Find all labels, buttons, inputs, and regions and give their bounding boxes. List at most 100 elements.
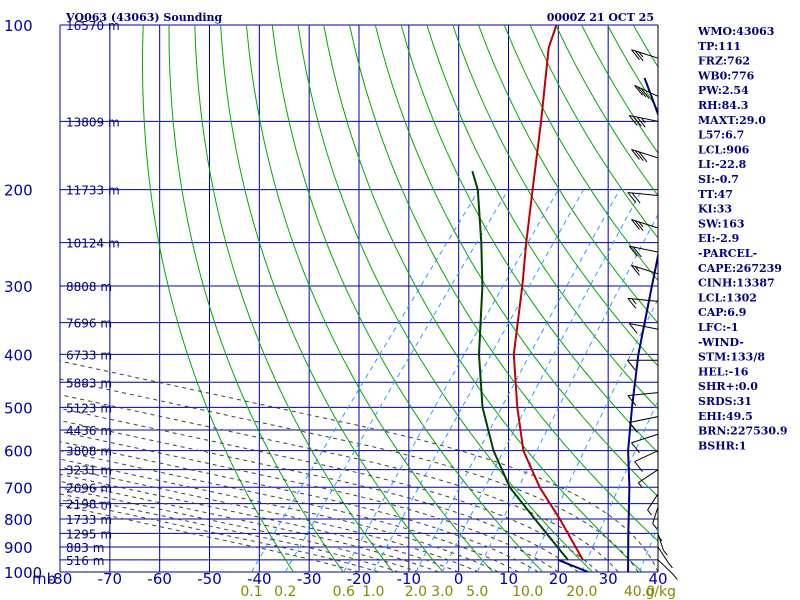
wind-barb-half-flag	[672, 574, 678, 580]
wind-barb	[627, 192, 659, 204]
height-label: 13809 m	[66, 115, 120, 129]
height-label: 4436 m	[66, 424, 112, 438]
dry-adiabat	[141, 25, 294, 572]
pressure-tick-label: 700	[4, 479, 33, 497]
index-entry: SRDS:31	[698, 395, 752, 408]
mixing-ratio-line	[527, 298, 658, 572]
wind-barb	[631, 218, 659, 231]
moist-adiabat	[60, 493, 400, 572]
series-surface-segment	[557, 558, 589, 572]
moist-adiabat	[60, 480, 439, 572]
moist-adiabat	[60, 466, 479, 572]
index-entry: -WIND-	[698, 336, 744, 349]
wind-barb-flag	[634, 461, 643, 472]
height-label: 11733 m	[66, 184, 120, 198]
dry-adiabat	[503, 25, 658, 282]
height-label: 883 m	[66, 541, 104, 555]
wind-barb-half-flag	[652, 523, 658, 529]
wind-barb	[631, 148, 659, 163]
mixing-ratio-line	[415, 189, 621, 572]
pressure-tick-label: 100	[4, 17, 33, 35]
moist-adiabat	[60, 441, 539, 572]
index-entry: HEL:-16	[698, 365, 749, 378]
wind-barb-half-flag	[638, 221, 644, 228]
pressure-tick-label: 300	[4, 278, 33, 296]
dry-adiabat	[762, 25, 800, 572]
wind-barb	[627, 297, 659, 309]
dry-adiabat	[349, 25, 658, 542]
moist-adiabat	[60, 420, 579, 572]
wind-barb-flag	[627, 192, 637, 203]
mixing-ratio-label: 2.0	[405, 584, 427, 600]
mixing-ratio-label: 20.0	[566, 584, 597, 600]
wind-barb	[631, 49, 659, 62]
wind-barb-half-flag	[637, 482, 643, 488]
wind-barb-staff	[627, 192, 659, 197]
height-label: 8808 m	[66, 280, 112, 294]
index-entry: SHR+:0.0	[698, 380, 758, 393]
index-entry: SW:163	[698, 217, 745, 230]
wind-barb-staff	[638, 469, 659, 484]
index-entry: BSHR:1	[698, 439, 747, 452]
pressure-tick-label: 800	[4, 511, 33, 529]
index-entry: BRN:227530.9	[698, 425, 788, 438]
wind-barb	[634, 84, 659, 99]
wind-barb-staff	[647, 493, 659, 511]
dry-adiabat	[168, 25, 344, 572]
wind-barb-flag	[627, 298, 637, 309]
temperature-tick-label: -40	[247, 570, 272, 588]
pressure-tick-label: 500	[4, 399, 33, 417]
index-entry: MAXT:29.0	[698, 114, 766, 127]
temperature-tick-label: 20	[549, 570, 568, 588]
height-label: 516 m	[66, 554, 104, 568]
moist-adiabat	[60, 499, 380, 572]
height-label: 16570 m	[66, 19, 120, 33]
mixing-ratio-label: 0.6	[333, 584, 355, 600]
wind-barb	[631, 264, 659, 276]
pressure-tick-label: 200	[4, 182, 33, 200]
dry-adiabat	[426, 25, 658, 410]
mixing-ratio-label: 10.0	[512, 584, 543, 600]
temperature-tick-label: -30	[297, 570, 322, 588]
index-entry: LCL:906	[698, 143, 750, 156]
dry-adiabat	[788, 25, 800, 572]
wind-barb-half-flag	[634, 266, 640, 272]
height-label: 1733 m	[66, 513, 112, 527]
wind-barb-flag	[638, 151, 648, 163]
height-label: 2696 m	[66, 481, 112, 495]
wind-barb-flag	[634, 150, 644, 161]
wind-barb	[637, 469, 659, 488]
index-entry: LI:-22.8	[698, 158, 747, 171]
height-label: 3808 m	[66, 445, 112, 459]
mixing-ratio-label: 1.0	[362, 584, 384, 600]
mixing-ratio-line	[581, 399, 658, 572]
wind-barb-staff	[629, 245, 659, 253]
wind-barb	[652, 506, 659, 529]
sounding-series	[471, 25, 658, 572]
wind-barb	[627, 359, 658, 371]
wind-barb	[631, 433, 659, 454]
wind-barb-flag	[640, 88, 650, 99]
index-entry: L57:6.7	[698, 129, 744, 142]
height-label: 3231 m	[66, 464, 112, 478]
wind-barb-half-flag	[662, 549, 668, 556]
moist-adiabat	[60, 431, 559, 572]
pressure-tick-label: 400	[4, 346, 33, 364]
wind-barb-flag	[636, 116, 646, 128]
index-entry: EHI:49.5	[698, 410, 753, 423]
wind-barb-staff	[657, 546, 669, 564]
mixing-ratio-line	[284, 189, 509, 572]
moist-adiabat	[60, 458, 499, 572]
wind-barb-flag	[628, 115, 638, 126]
wind-barb-staff	[631, 433, 659, 444]
height-label: 10124 m	[66, 237, 120, 251]
index-entry: RH:84.3	[698, 99, 748, 112]
index-entry: LFC:-1	[698, 321, 739, 334]
index-entry: TT:47	[698, 188, 733, 201]
index-entry: FRZ:762	[698, 55, 750, 68]
wind-barb	[634, 450, 659, 472]
wind-barb-flag	[627, 395, 637, 406]
index-entry: CINH:13387	[698, 277, 775, 290]
wind-barb-staff	[629, 416, 659, 423]
